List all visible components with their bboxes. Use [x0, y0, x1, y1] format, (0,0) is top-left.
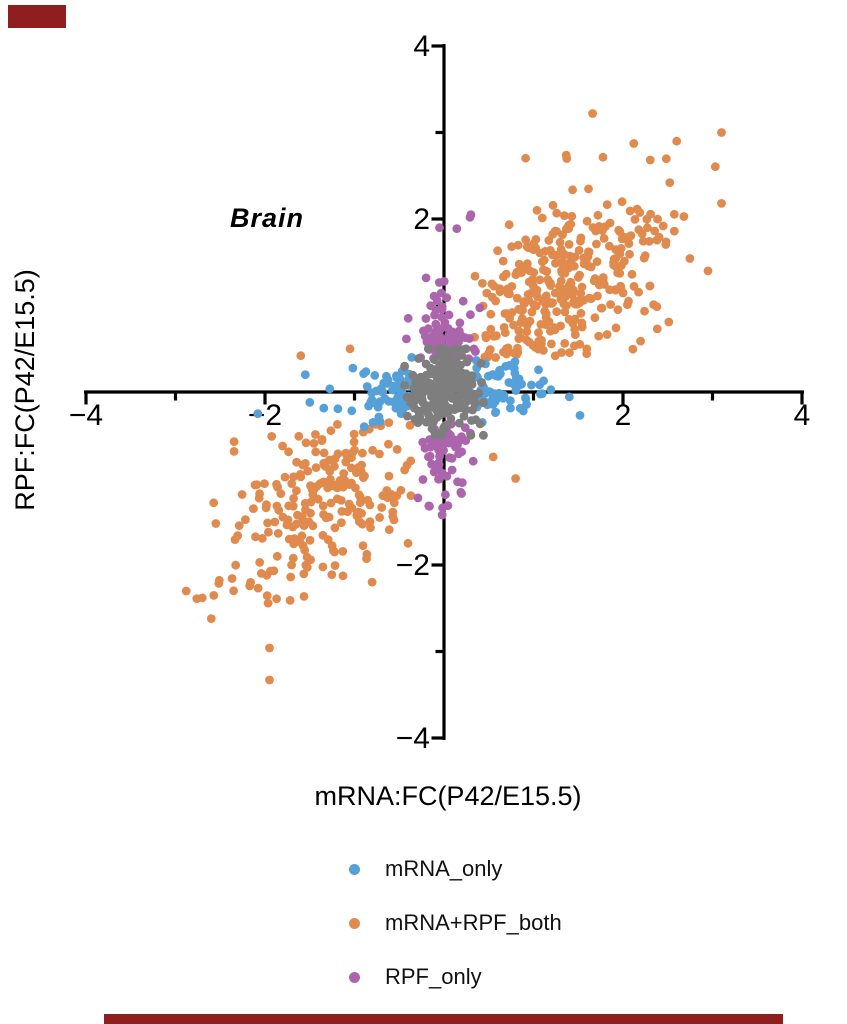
- legend-item-mrna-only: mRNA_only: [349, 855, 562, 883]
- svg-text:2: 2: [413, 203, 430, 236]
- series-not-significant-points: [400, 344, 488, 440]
- redaction-bar-top: [8, 5, 66, 28]
- redaction-bar-bottom: [104, 1014, 783, 1024]
- plot-title: Brain: [229, 203, 305, 233]
- legend-label-mrna-only: mRNA_only: [385, 856, 503, 881]
- legend-dot-rpf-only: [349, 971, 360, 983]
- series-mrna-rpf-both-points: [181, 109, 726, 685]
- legend-item-mrna-rpf-both: mRNA+RPF_both: [349, 909, 562, 937]
- x-axis-label: mRNA:FC(P42/E15.5): [314, 781, 582, 811]
- svg-text:−2: −2: [248, 399, 282, 432]
- legend-label-mrna-rpf-both: mRNA+RPF_both: [385, 910, 562, 935]
- legend-dot-mrna-rpf-both: [349, 917, 360, 929]
- svg-text:4: 4: [794, 399, 811, 432]
- svg-text:−4: −4: [396, 722, 430, 755]
- legend-item-rpf-only: RPF_only: [349, 963, 562, 991]
- svg-text:2: 2: [615, 399, 632, 432]
- svg-text:4: 4: [413, 30, 430, 63]
- svg-text:−2: −2: [396, 549, 430, 582]
- legend-label-rpf-only: RPF_only: [385, 964, 482, 989]
- legend: mRNA_only mRNA+RPF_both RPF_only: [349, 855, 562, 1017]
- tick-labels: −4 −2 2 4 4 2 −2 −4: [69, 30, 810, 755]
- svg-text:−4: −4: [69, 399, 103, 432]
- legend-dot-mrna-only: [349, 863, 360, 875]
